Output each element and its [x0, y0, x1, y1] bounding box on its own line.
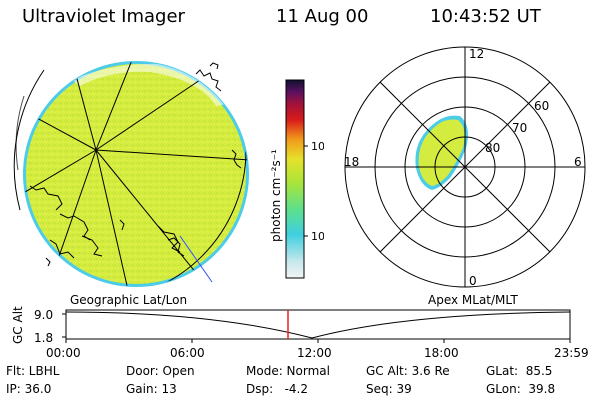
- dsp-readout: Dsp: -4.2: [246, 382, 309, 396]
- geographic-image: [13, 61, 249, 287]
- instrument-title: Ultraviolet Imager: [22, 6, 185, 27]
- mode-readout: Mode: Normal: [246, 364, 330, 378]
- image-time: 10:43:52 UT: [430, 6, 541, 27]
- mlt-label-0: 0: [469, 274, 477, 288]
- glat-readout: GLat: 85.5: [486, 364, 553, 378]
- gc-alt-axis-label: GC Alt: [11, 306, 25, 344]
- apex-title: Apex MLat/MLT: [428, 293, 518, 307]
- mlt-label-6: 6: [574, 155, 582, 169]
- colorbar-tick-10: 10: [311, 230, 324, 243]
- colorbar-unit-label: photon cm⁻²s⁻¹: [269, 149, 283, 242]
- mlat-label-70: 70: [512, 121, 527, 135]
- glon-readout: GLon: 39.8: [486, 382, 556, 396]
- polar-plot: 12 18 6 0 60 70 80: [344, 46, 586, 288]
- mlt-label-18: 18: [344, 155, 359, 169]
- coastlines: [29, 62, 242, 267]
- gc-alt-min: 1.8: [34, 331, 53, 345]
- time-tick: 18:00: [424, 346, 459, 360]
- gain-readout: Gain: 13: [126, 382, 177, 396]
- altitude-timeline: GC Alt 9.0 1.8: [11, 306, 571, 345]
- mlat-label-80: 80: [485, 141, 500, 155]
- gc-alt-max: 9.0: [34, 308, 53, 322]
- colorbar-tick-100: 100: [311, 140, 324, 153]
- time-tick: 00:00: [46, 346, 81, 360]
- mlat-label-60: 60: [534, 99, 549, 113]
- mlt-label-12: 12: [469, 47, 484, 61]
- time-tick: 06:00: [170, 346, 205, 360]
- image-date: 11 Aug 00: [276, 6, 369, 27]
- geographic-title: Geographic Lat/Lon: [70, 293, 188, 307]
- ip-readout: IP: 36.0: [6, 382, 52, 396]
- time-tick: 12:00: [297, 346, 332, 360]
- seq-readout: Seq: 39: [366, 382, 412, 396]
- time-tick: 23:59: [554, 346, 589, 360]
- door-readout: Door: Open: [126, 364, 195, 378]
- aurora-disc: [23, 61, 249, 287]
- gc-alt-readout: GC Alt: 3.6 Re: [366, 364, 450, 378]
- aurora-oval: [415, 115, 468, 190]
- filter-readout: Flt: LBHL: [6, 364, 60, 378]
- altitude-curve: [65, 311, 571, 339]
- colorbar: 100 10 photon cm⁻²s⁻¹: [269, 79, 324, 279]
